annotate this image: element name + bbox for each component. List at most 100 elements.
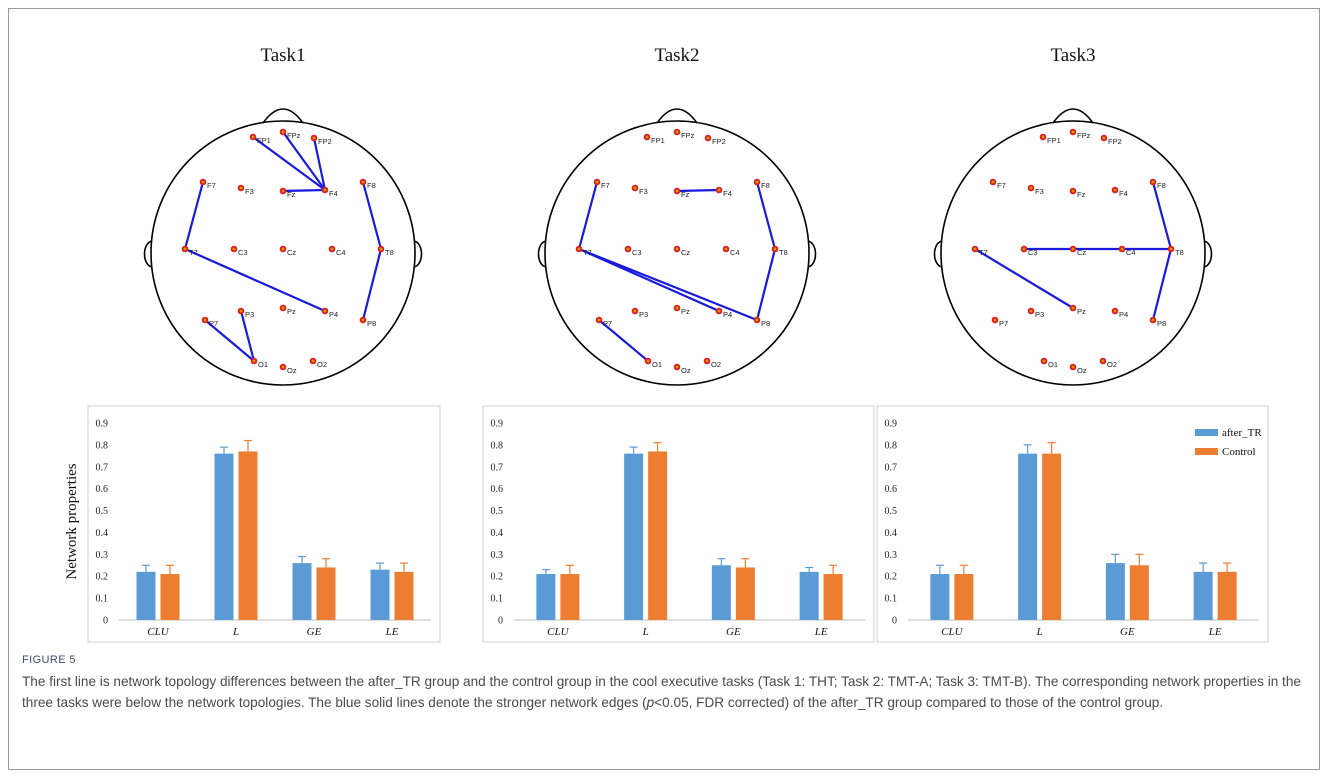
electrode-label-FP1: FP1	[1047, 136, 1061, 145]
electrode-label-T8: T8	[385, 248, 394, 257]
bar-Control-CLU	[160, 574, 180, 620]
electrode-label-T7: T7	[583, 248, 592, 257]
network-edge-F8-T8	[755, 181, 777, 250]
figure-caption: FIGURE 5 The first line is network topol…	[22, 654, 1312, 713]
network-edge-T7-P8	[578, 247, 758, 322]
electrode-label-FP2: FP2	[318, 137, 332, 146]
electrode-label-O1: O1	[1048, 360, 1058, 369]
bar-Control-LE	[823, 574, 843, 620]
category-label-L: L	[642, 626, 649, 638]
y-axis-label: Network properties	[64, 463, 80, 579]
electrode-label-O2: O2	[317, 360, 327, 369]
category-label-L: L	[232, 626, 239, 638]
y-tick-label: 0.7	[885, 462, 898, 473]
electrode-core-Oz	[1071, 365, 1075, 369]
y-tick-label: 0.2	[96, 572, 109, 583]
category-label-L: L	[1036, 626, 1043, 638]
electrode-core-Oz	[675, 365, 679, 369]
bar-after_TR-CLU	[930, 574, 950, 620]
electrode-label-F7: F7	[207, 181, 216, 190]
electrode-core-Cz	[1071, 247, 1075, 251]
figure-frame	[8, 8, 1320, 770]
electrode-core-Fz	[675, 189, 679, 193]
bar-chart-2: 0 0.1 0.2 0.3 0.4 0.5 0.6 0.7 0.8 0.9 CLU L GE LE	[482, 405, 875, 643]
network-edge-FP2-F4	[312, 137, 327, 191]
electrode-core-Pz	[281, 306, 285, 310]
electrode-core-FP2	[1102, 136, 1106, 140]
y-tick-label: 0.7	[96, 462, 109, 473]
network-edge-T8-P8	[1151, 248, 1173, 321]
electrode-core-O2	[705, 359, 709, 363]
bar-Control-GE	[316, 567, 336, 620]
y-tick-label: 0.9	[885, 419, 898, 430]
electrode-core-O1	[1042, 359, 1046, 363]
electrode-core-T8	[379, 247, 383, 251]
y-tick-label: 0.9	[96, 419, 109, 430]
electrode-label-Pz: Pz	[681, 307, 690, 316]
electrode-core-P7	[993, 318, 997, 322]
y-tick-label: 0.4	[96, 528, 109, 539]
electrode-core-Fz	[1071, 189, 1075, 193]
electrode-core-Pz	[1071, 306, 1075, 310]
y-tick-label: 0.1	[96, 594, 109, 605]
legend-swatch-Control	[1195, 448, 1218, 455]
electrode-core-F8	[755, 180, 759, 184]
y-tick-label: 0.8	[96, 440, 109, 451]
network-edge-F8-T8	[361, 181, 383, 250]
caption-part1: The first line is network topology diffe…	[22, 674, 1301, 710]
legend-label-Control: Control	[1222, 446, 1256, 458]
electrode-core-FP1	[251, 135, 255, 139]
electrode-core-P3	[1029, 309, 1033, 313]
electrode-label-C4: C4	[336, 248, 346, 257]
y-tick-label: 0.6	[885, 484, 898, 495]
electrode-label-F3: F3	[1035, 187, 1044, 196]
y-tick-label: 0	[103, 616, 108, 627]
electrode-label-FP2: FP2	[712, 137, 726, 146]
electrode-label-C3: C3	[238, 248, 248, 257]
electrode-core-Oz	[281, 365, 285, 369]
electrode-core-C4	[330, 247, 334, 251]
electrode-label-Fz: Fz	[1077, 190, 1086, 199]
bar-after_TR-GE	[292, 563, 312, 620]
electrode-core-O1	[252, 359, 256, 363]
electrode-core-P4	[1113, 309, 1117, 313]
electrode-label-P3: P3	[245, 310, 254, 319]
electrode-label-P4: P4	[329, 310, 338, 319]
bar-Control-LE	[394, 571, 414, 620]
electrode-label-F4: F4	[1119, 189, 1128, 198]
electrode-label-T7: T7	[979, 248, 988, 257]
category-label-LE: LE	[814, 626, 828, 638]
electrode-core-Fz	[281, 189, 285, 193]
y-tick-label: 0	[892, 616, 897, 627]
electrode-label-Pz: Pz	[1077, 307, 1086, 316]
network-edge-T8-P8	[361, 248, 383, 321]
electrode-core-O2	[1101, 359, 1105, 363]
electrode-core-Cz	[675, 247, 679, 251]
electrode-core-FP2	[706, 136, 710, 140]
electrode-label-F3: F3	[245, 187, 254, 196]
y-tick-label: 0.6	[491, 484, 504, 495]
figure-label: FIGURE 5	[22, 654, 76, 666]
network-edge-T8-P8	[755, 248, 777, 321]
right-ear	[807, 240, 817, 268]
nose-shape	[1052, 108, 1094, 124]
electrode-label-P7: P7	[999, 319, 1008, 328]
y-tick-label: 0.2	[491, 572, 504, 583]
network-edge-P3-O1	[239, 310, 256, 362]
electrode-label-F8: F8	[761, 181, 770, 190]
electrode-label-P4: P4	[1119, 310, 1128, 319]
electrode-core-P4	[717, 309, 721, 313]
electrode-label-FPz: FPz	[287, 131, 301, 140]
network-edge-Fz-F4	[282, 188, 326, 193]
electrode-label-FPz: FPz	[1077, 131, 1091, 140]
category-label-GE: GE	[307, 626, 322, 638]
electrode-label-F3: F3	[639, 187, 648, 196]
bar-Control-L	[1042, 453, 1062, 620]
electrode-label-T8: T8	[779, 248, 788, 257]
electrode-label-FP2: FP2	[1108, 137, 1122, 146]
electrode-core-C3	[232, 247, 236, 251]
electrode-label-F4: F4	[723, 189, 732, 198]
topology-title: Task3	[1050, 45, 1095, 66]
network-edge-F7-T7	[577, 181, 599, 250]
electrode-core-FP1	[645, 135, 649, 139]
